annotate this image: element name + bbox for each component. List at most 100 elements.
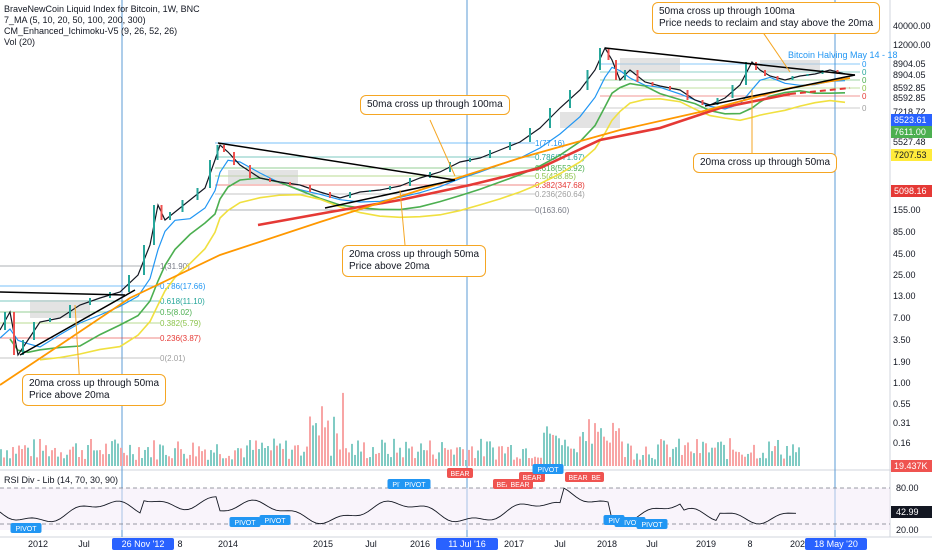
volume-bar <box>12 447 14 466</box>
price-badge <box>891 114 932 126</box>
volume-bar <box>87 445 89 466</box>
symbol-title[interactable]: BraveNewCoin Liquid Index for Bitcoin, 1… <box>4 4 200 14</box>
price-tick-label: 8904.05 <box>893 70 926 80</box>
volume-bar <box>558 438 560 466</box>
volume-bar <box>624 457 626 466</box>
time-tick-label: 2019 <box>696 539 716 549</box>
volume-bar <box>591 443 593 466</box>
volume-legend[interactable]: Vol (20) <box>4 37 36 47</box>
candle <box>160 205 163 220</box>
volume-bar <box>372 447 374 466</box>
annotation-2019-20-50[interactable]: 20ma cross up through 50ma <box>693 153 838 173</box>
fib-level-label: 0.236(260.64) <box>535 190 585 199</box>
volume-bar <box>648 454 650 466</box>
volume-bar <box>33 439 35 466</box>
volume-bar <box>546 426 548 466</box>
volume-bar <box>798 447 800 466</box>
time-tick-label: 18 May '20 <box>814 539 858 549</box>
volume-bar <box>579 436 581 466</box>
volume-bar <box>117 443 119 466</box>
time-axis: 2012 Jul 26 Nov '12 8 2014 2015 Jul 2016 11 Jul … <box>28 538 867 550</box>
volume-bar <box>45 445 47 466</box>
volume-bar <box>123 452 125 466</box>
candle <box>636 70 639 82</box>
volume-bar <box>264 448 266 466</box>
candle <box>181 200 184 212</box>
price-tick-label: 45.00 <box>893 249 916 259</box>
volume-bar <box>36 457 38 466</box>
volume-bar <box>447 449 449 466</box>
volume-bar <box>777 439 779 466</box>
price-badge-label: 19.437K <box>894 461 928 471</box>
volume-bar <box>561 445 563 466</box>
candle <box>169 212 171 220</box>
volume-bar <box>309 416 311 466</box>
candle <box>529 128 531 142</box>
annotation-2016-20-50[interactable]: 20ma cross up through 50ma Price above 2… <box>342 245 487 277</box>
candle <box>776 76 779 80</box>
volume-bar <box>183 453 185 466</box>
candle <box>716 98 719 105</box>
volume-bar <box>735 451 737 466</box>
rsi-legend[interactable]: RSI Div - Lib (14, 70, 30, 90) <box>4 475 119 485</box>
volume-bar <box>135 459 137 466</box>
ma-200-projection <box>789 87 851 95</box>
volume-bar <box>15 453 17 466</box>
volume-bar <box>675 447 677 466</box>
volume-bar <box>435 458 437 466</box>
volume-bar <box>198 446 200 466</box>
ma-legend[interactable]: 7_MA (5, 10, 20, 50, 100, 200, 300) <box>4 15 146 25</box>
rsi-marker-bear <box>519 472 545 482</box>
volume-bar <box>714 447 716 466</box>
rsi-marker-label: BEAR <box>450 471 469 478</box>
rsi-marker-bear <box>447 468 473 478</box>
volume-bar <box>66 454 68 466</box>
volume-bar <box>693 453 695 466</box>
volume-bar <box>54 447 56 466</box>
annotation-2016-50-100[interactable]: 50ma cross up through 100ma <box>360 95 510 115</box>
volume-bar <box>489 441 491 466</box>
rsi-marker-label: BEAR <box>496 482 515 489</box>
volume-bar <box>156 459 158 466</box>
price-badge-label: 5098.16 <box>894 186 927 196</box>
candle <box>509 142 511 150</box>
volume-bar <box>771 451 773 466</box>
volume-bar <box>657 444 659 466</box>
fib-level-label: 0.236(3.87) <box>160 334 201 343</box>
volume-bar <box>99 450 101 466</box>
ichimoku-legend[interactable]: CM_Enhanced_Ichimoku-V5 (9, 26, 52, 26) <box>4 26 178 36</box>
fib-level-label: 0.618(11.10) <box>160 297 205 306</box>
triangle-bottom-2016 <box>324 179 456 209</box>
annotation-2020-50-100[interactable]: 50ma cross up through 100ma Price needs … <box>652 2 881 34</box>
volume-bar <box>105 443 107 466</box>
volume-bar <box>270 450 272 466</box>
candle <box>836 70 839 74</box>
volume-bar <box>765 458 767 466</box>
volume-bar <box>282 448 284 466</box>
volume-bar <box>348 452 350 466</box>
volume-bar <box>708 452 710 466</box>
volume-bar <box>144 449 146 466</box>
volume-bar <box>600 428 602 466</box>
rsi-line <box>0 487 797 525</box>
rsi-marker-label: BEAR <box>568 475 587 482</box>
volume-bar <box>69 449 71 466</box>
rsi-band <box>0 488 890 530</box>
candle <box>669 86 671 90</box>
volume-bar <box>786 445 788 466</box>
volume-bar <box>24 445 26 466</box>
volume-bar <box>564 439 566 466</box>
volume-bar <box>492 447 494 466</box>
rsi-marker-label: PIVOT <box>537 467 559 474</box>
volume-bar <box>18 445 20 466</box>
annotation-2012[interactable]: 20ma cross up through 50ma Price above 2… <box>22 374 167 406</box>
candle <box>701 100 704 105</box>
rsi-marker-label: PIVOT <box>641 522 663 529</box>
fib-level-label: 0.618(553.92) <box>535 164 585 173</box>
volume-bar <box>159 444 161 466</box>
time-tick-label: 2015 <box>313 539 333 549</box>
volume-bar <box>792 444 794 466</box>
volume-bar <box>171 458 173 466</box>
rsi-marker-label: PIVOT <box>619 520 641 527</box>
